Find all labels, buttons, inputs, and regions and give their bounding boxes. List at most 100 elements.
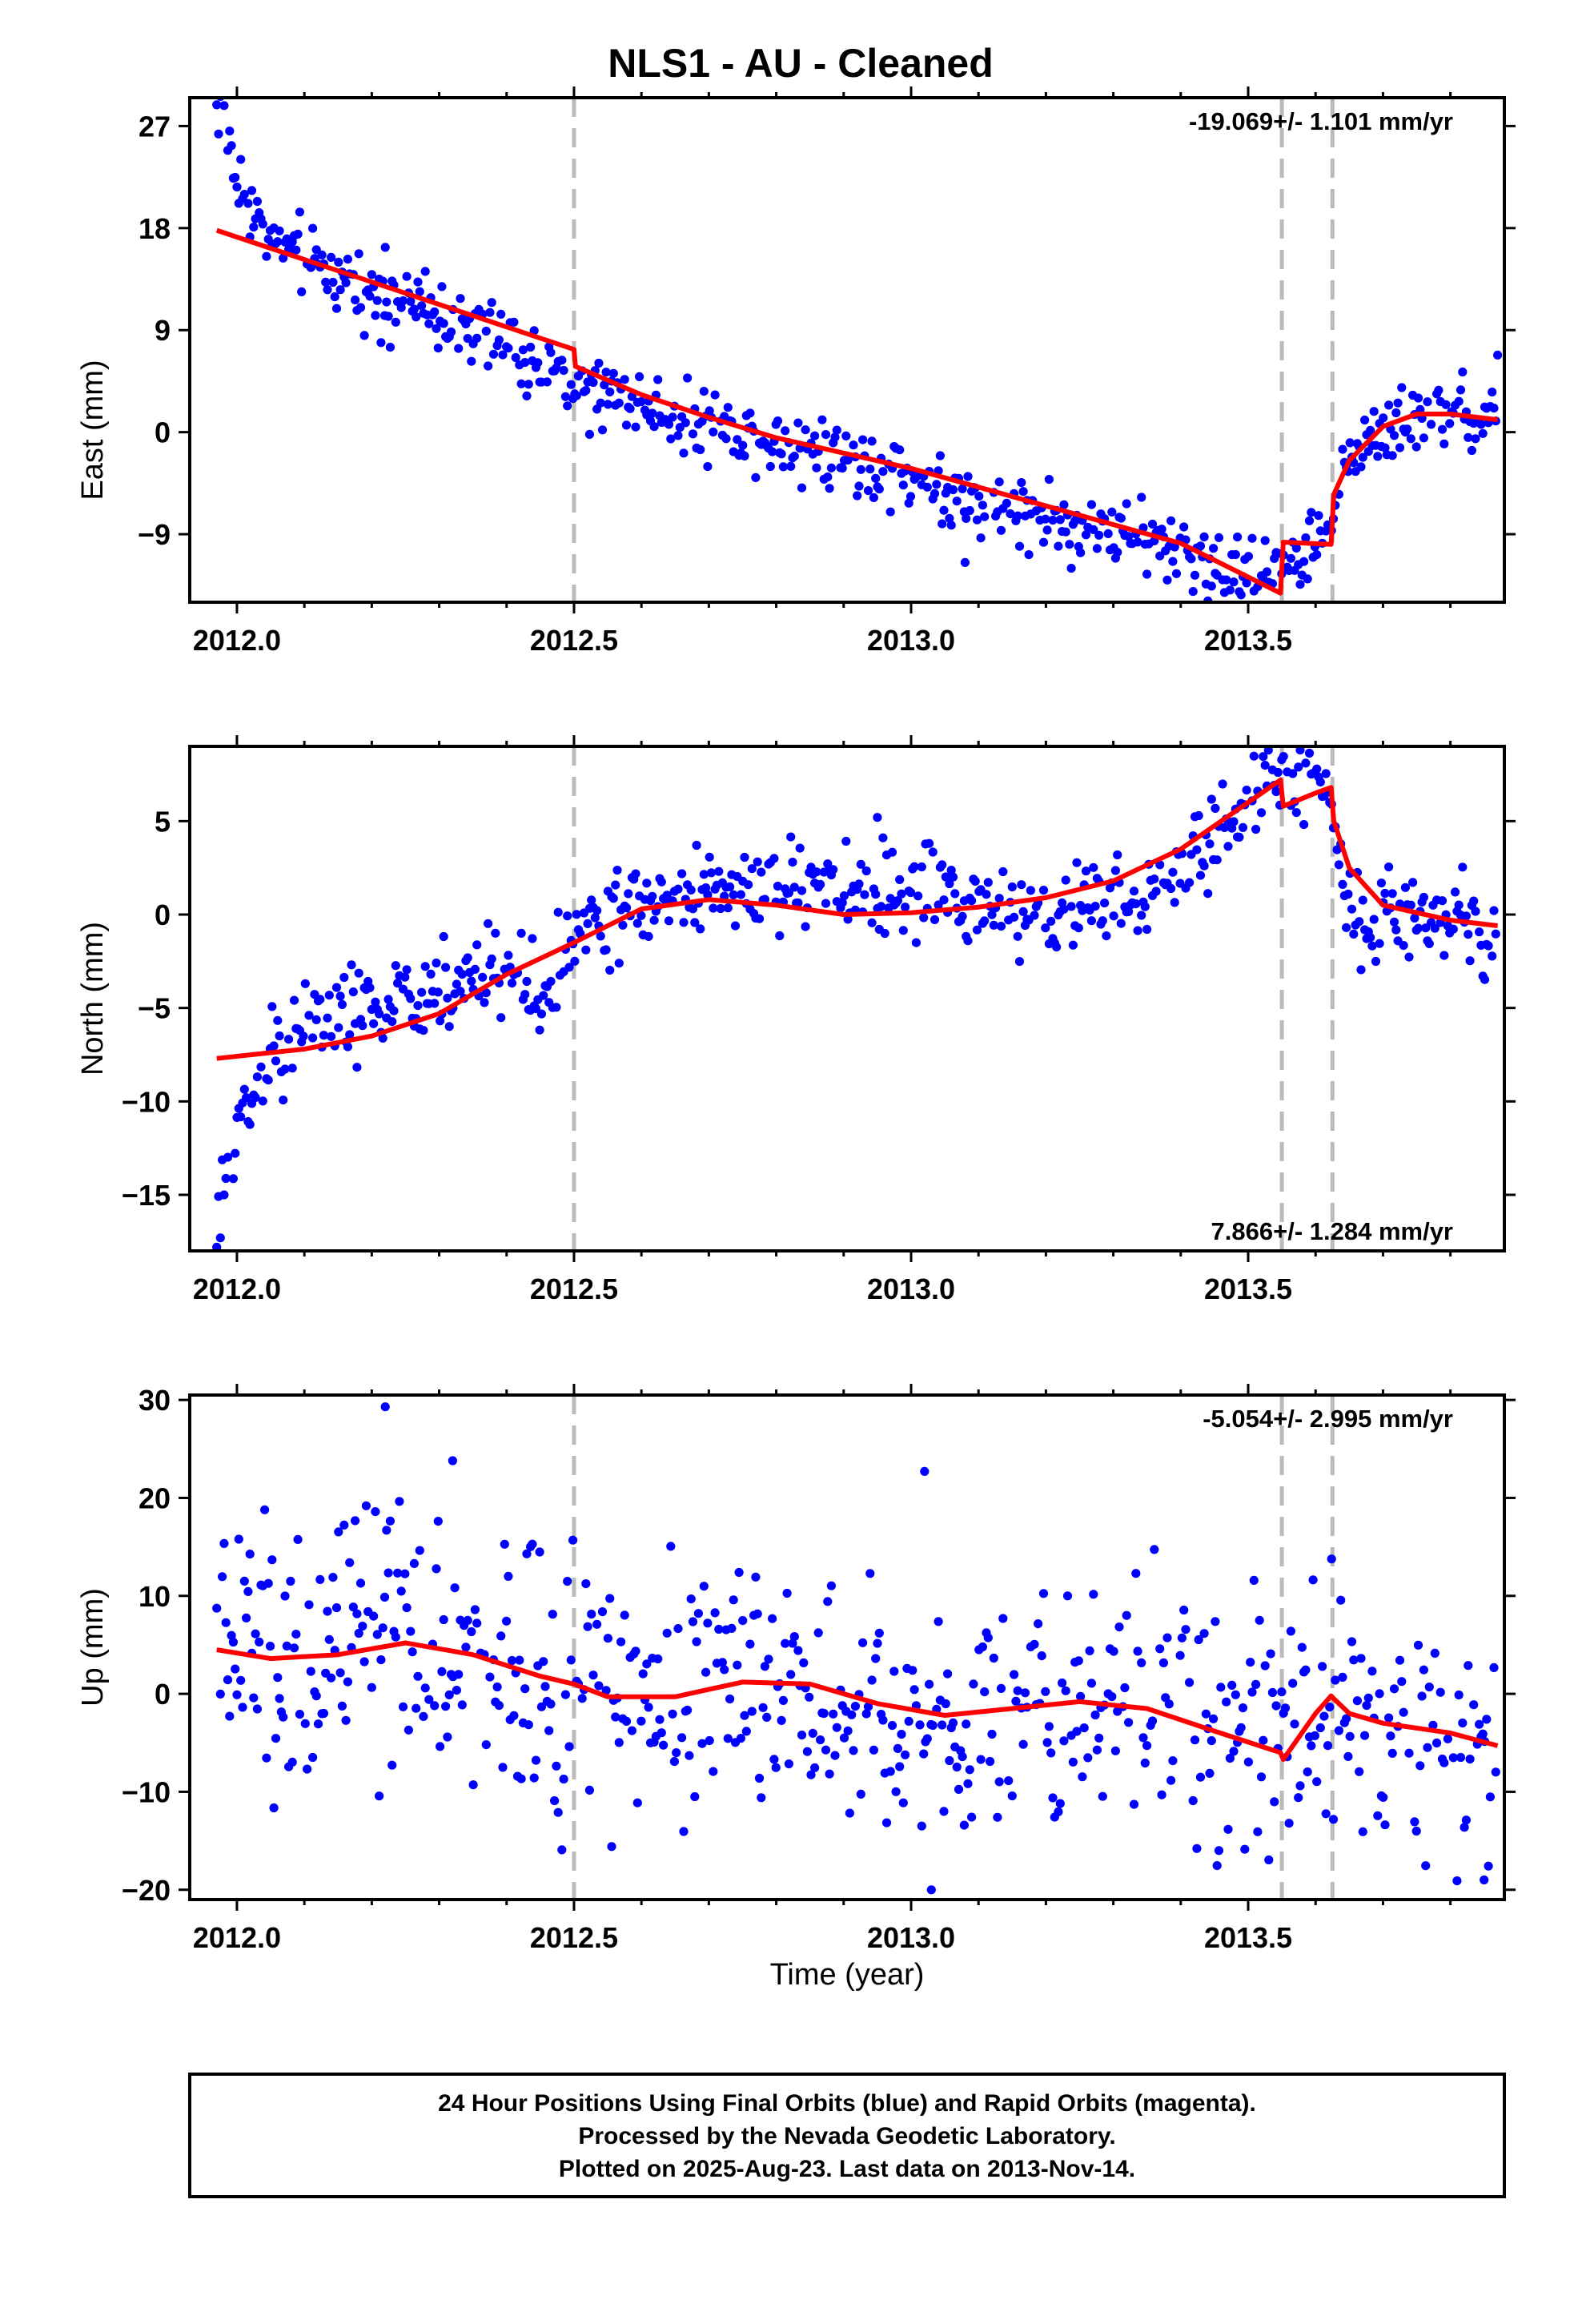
data-point: [669, 1757, 680, 1767]
data-point: [1413, 923, 1423, 933]
data-point: [522, 1549, 532, 1558]
data-point: [1464, 930, 1473, 939]
data-point: [1301, 533, 1311, 543]
data-point: [324, 991, 334, 1000]
data-point: [550, 1796, 560, 1806]
data-point: [1013, 931, 1022, 941]
data-point: [279, 1096, 288, 1105]
data-point: [249, 1693, 259, 1703]
data-point: [967, 1812, 977, 1822]
data-point: [946, 521, 956, 530]
data-point: [656, 877, 666, 887]
data-point: [871, 473, 881, 483]
data-point: [552, 1761, 561, 1771]
data-point: [504, 344, 513, 353]
data-point: [331, 1603, 342, 1613]
data-point: [239, 190, 249, 199]
data-point: [520, 358, 530, 368]
data-point: [417, 987, 427, 997]
footer-line-3: Plotted on 2025-Aug-23. Last data on 201…: [559, 2156, 1135, 2182]
data-point: [1456, 385, 1466, 395]
data-point: [504, 1571, 513, 1581]
data-point: [319, 1031, 328, 1040]
data-point: [1142, 569, 1152, 579]
data-point: [420, 962, 430, 971]
data-point: [1294, 1793, 1303, 1803]
data-point: [577, 1694, 587, 1703]
data-point: [581, 386, 591, 396]
data-point: [765, 461, 775, 472]
data-point: [1460, 1823, 1469, 1832]
data-point: [343, 1677, 352, 1687]
data-point: [679, 918, 689, 927]
data-point: [540, 1682, 550, 1691]
data-point: [436, 1742, 445, 1751]
data-point: [760, 895, 770, 904]
data-point: [327, 1031, 336, 1041]
data-point: [311, 1691, 321, 1701]
data-point: [1081, 866, 1091, 876]
data-point: [584, 429, 595, 440]
data-point: [1150, 1545, 1159, 1554]
data-point: [228, 1637, 238, 1647]
data-point: [1476, 420, 1486, 429]
data-point: [733, 435, 742, 444]
data-point: [693, 1609, 704, 1618]
data-point: [1482, 1715, 1492, 1724]
panel-frame: [188, 96, 1506, 604]
data-point: [1384, 862, 1394, 872]
data-point: [858, 435, 868, 444]
data-point: [1188, 587, 1198, 597]
data-point: [1461, 1815, 1471, 1825]
data-point: [563, 401, 572, 411]
data-point: [572, 391, 581, 400]
data-point: [391, 961, 400, 971]
data-point: [535, 1547, 544, 1557]
data-point: [247, 186, 257, 195]
north-panel: 2012.0 2012.5 2013.0 2013.5 5 0 −5 −10 −15 North …: [76, 735, 1516, 1305]
data-point: [1231, 549, 1240, 560]
data-point: [300, 979, 310, 988]
data-point: [1395, 1655, 1405, 1665]
data-point: [1491, 929, 1500, 939]
data-point: [1086, 500, 1096, 509]
data-point: [865, 1569, 875, 1578]
data-point: [1358, 452, 1367, 462]
data-point: [723, 403, 733, 412]
data-point: [376, 338, 386, 348]
data-point: [367, 1683, 376, 1692]
data-point: [631, 869, 640, 879]
data-point: [1288, 1679, 1298, 1688]
data-point: [341, 278, 351, 287]
data-point: [603, 400, 613, 409]
data-point: [1410, 913, 1419, 923]
data-point: [837, 898, 847, 907]
data-point: [945, 1755, 954, 1766]
data-point: [1162, 575, 1172, 585]
data-point: [939, 505, 949, 515]
data-point: [546, 1699, 556, 1709]
data-point: [1122, 499, 1131, 509]
data-point: [797, 483, 807, 493]
data-point: [1090, 902, 1100, 911]
x-tick-label: 2013.5: [1204, 624, 1292, 657]
data-point: [666, 1542, 676, 1551]
data-point: [1263, 746, 1273, 755]
data-point: [339, 972, 349, 983]
data-point: [1133, 1647, 1142, 1656]
data-point: [727, 1623, 737, 1633]
data-point: [898, 480, 908, 490]
data-point: [1024, 550, 1034, 560]
data-point: [1358, 1827, 1367, 1836]
data-point: [472, 940, 482, 950]
data-point: [668, 1709, 677, 1719]
data-point: [1428, 1720, 1438, 1730]
footer-box: 24 Hour Positions Using Final Orbits (bl…: [188, 2073, 1506, 2198]
data-point: [1271, 786, 1281, 797]
data-point: [256, 1062, 266, 1072]
plot-area: [212, 98, 1503, 602]
data-point: [1251, 824, 1261, 834]
data-point: [1157, 1790, 1166, 1799]
data-point: [1439, 439, 1449, 448]
model-line: [216, 1640, 1499, 1763]
